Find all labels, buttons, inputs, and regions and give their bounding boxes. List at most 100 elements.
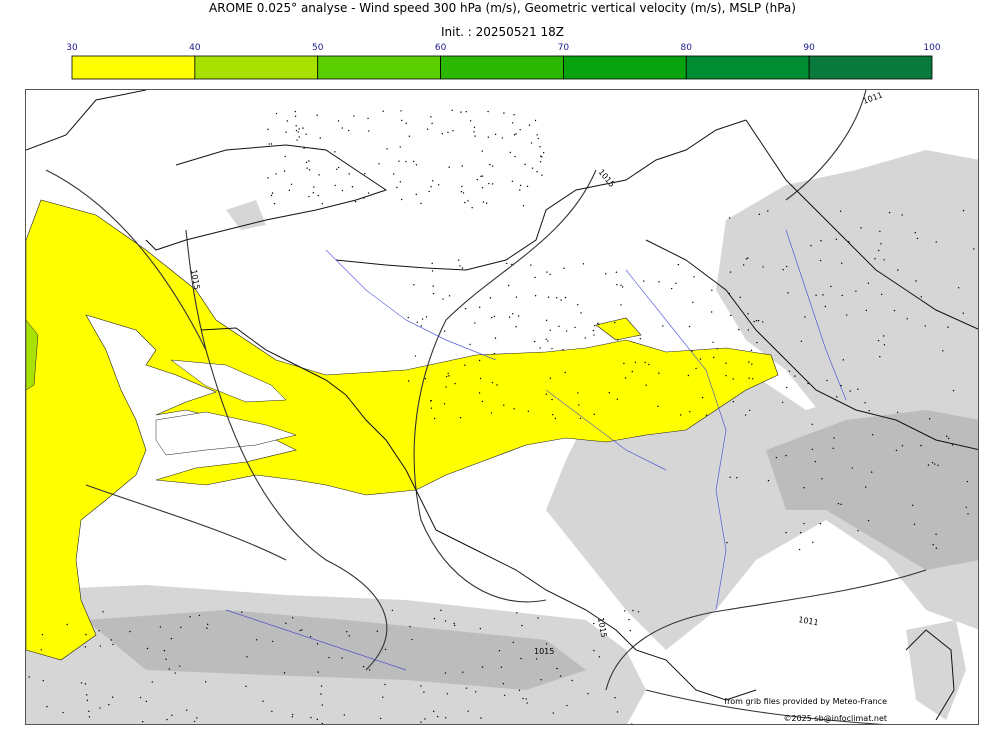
precip-dot bbox=[479, 627, 482, 630]
precip-dot bbox=[725, 374, 727, 377]
precip-dot bbox=[271, 192, 274, 194]
precip-dot bbox=[270, 143, 273, 145]
precip-dot bbox=[639, 338, 642, 340]
precip-dot bbox=[846, 314, 848, 316]
precip-dot bbox=[285, 131, 287, 133]
precip-dot bbox=[408, 135, 411, 137]
precip-dot bbox=[337, 120, 340, 122]
precip-dot bbox=[204, 681, 207, 683]
precip-dot bbox=[110, 639, 112, 641]
precip-dot bbox=[462, 192, 465, 194]
precip-dot bbox=[163, 649, 166, 652]
precip-dot bbox=[446, 693, 449, 695]
precip-dot bbox=[321, 722, 323, 724]
precip-dot bbox=[312, 192, 315, 194]
precip-dot bbox=[129, 630, 131, 633]
precip-dot bbox=[469, 120, 472, 122]
precip-dot bbox=[830, 285, 832, 288]
precip-dot bbox=[407, 316, 409, 319]
colorbar-segment bbox=[563, 55, 687, 80]
precip-dot bbox=[399, 146, 401, 148]
precip-dot bbox=[441, 133, 443, 135]
copyright-credit: ©2025 sb@infoclimat.net bbox=[783, 714, 888, 723]
precip-dot bbox=[467, 710, 469, 712]
precip-dot bbox=[617, 339, 619, 341]
precip-dot bbox=[539, 347, 541, 349]
precip-dot bbox=[515, 326, 517, 328]
precip-dot bbox=[509, 151, 511, 154]
precip-dot bbox=[108, 704, 110, 706]
precip-dot bbox=[185, 709, 188, 711]
precip-dot bbox=[28, 676, 30, 678]
precip-dot bbox=[695, 367, 697, 370]
precip-dot bbox=[687, 374, 690, 377]
precip-dot bbox=[767, 210, 769, 212]
precip-dot bbox=[867, 519, 870, 522]
precip-dot bbox=[840, 262, 843, 264]
precip-dot bbox=[928, 418, 931, 420]
precip-dot bbox=[436, 715, 439, 718]
precip-dot bbox=[762, 321, 764, 323]
precip-dot bbox=[621, 286, 624, 288]
precip-dot bbox=[880, 243, 882, 245]
jet-core-40-50 bbox=[26, 319, 39, 391]
precip-dot bbox=[767, 479, 770, 482]
precip-dot bbox=[431, 270, 434, 272]
precip-dot bbox=[447, 131, 449, 134]
precip-dot bbox=[474, 322, 476, 324]
precip-dot bbox=[246, 656, 248, 658]
precip-dot bbox=[416, 321, 418, 323]
precip-dot bbox=[747, 257, 749, 259]
precip-dot bbox=[705, 414, 708, 416]
precip-dot bbox=[564, 296, 567, 299]
precip-dot bbox=[297, 131, 299, 133]
precip-dot bbox=[382, 696, 384, 698]
precip-dot bbox=[547, 340, 549, 342]
precip-dot bbox=[540, 678, 542, 681]
precip-dot bbox=[405, 160, 407, 163]
isobar-label: 1015 bbox=[189, 269, 201, 291]
precip-dot bbox=[624, 377, 627, 379]
precip-dot bbox=[433, 617, 436, 620]
precip-dot bbox=[785, 531, 787, 534]
precip-dot bbox=[787, 292, 789, 294]
precip-dot bbox=[429, 400, 432, 402]
precip-dot bbox=[328, 656, 330, 659]
precip-dot bbox=[461, 185, 463, 188]
precip-dot bbox=[461, 267, 464, 269]
precip-dot bbox=[283, 170, 286, 172]
precip-dot bbox=[507, 284, 510, 287]
precip-dot bbox=[608, 392, 610, 394]
precip-dot bbox=[545, 643, 548, 645]
precip-dot bbox=[620, 304, 622, 306]
precip-dot bbox=[751, 363, 753, 365]
precip-dot bbox=[516, 612, 518, 614]
precip-dot bbox=[321, 704, 323, 706]
precip-dot bbox=[726, 541, 728, 544]
precip-dot bbox=[788, 370, 791, 372]
precip-dot bbox=[800, 340, 803, 343]
precip-dot bbox=[346, 630, 348, 633]
precip-dot bbox=[414, 355, 417, 357]
precip-dot bbox=[386, 148, 388, 150]
precip-dot bbox=[40, 649, 43, 651]
precip-dot bbox=[318, 174, 320, 176]
precip-dot bbox=[973, 248, 975, 250]
precip-dot bbox=[493, 352, 496, 355]
precip-dot bbox=[598, 656, 601, 658]
precip-dot bbox=[442, 298, 444, 300]
precip-dot bbox=[901, 214, 903, 216]
precip-dot bbox=[413, 284, 415, 286]
precip-dot bbox=[457, 259, 460, 261]
precip-dot bbox=[306, 167, 308, 169]
precip-dot bbox=[812, 541, 814, 544]
precip-dot bbox=[832, 447, 834, 449]
precip-dot bbox=[531, 167, 534, 169]
precip-dot bbox=[313, 186, 315, 188]
colorbar-tick-label: 90 bbox=[803, 43, 815, 53]
precip-dot bbox=[692, 301, 694, 304]
precip-dot bbox=[725, 362, 727, 364]
precip-dot bbox=[966, 480, 969, 483]
precip-dot bbox=[593, 649, 595, 652]
precip-dot bbox=[527, 410, 530, 413]
